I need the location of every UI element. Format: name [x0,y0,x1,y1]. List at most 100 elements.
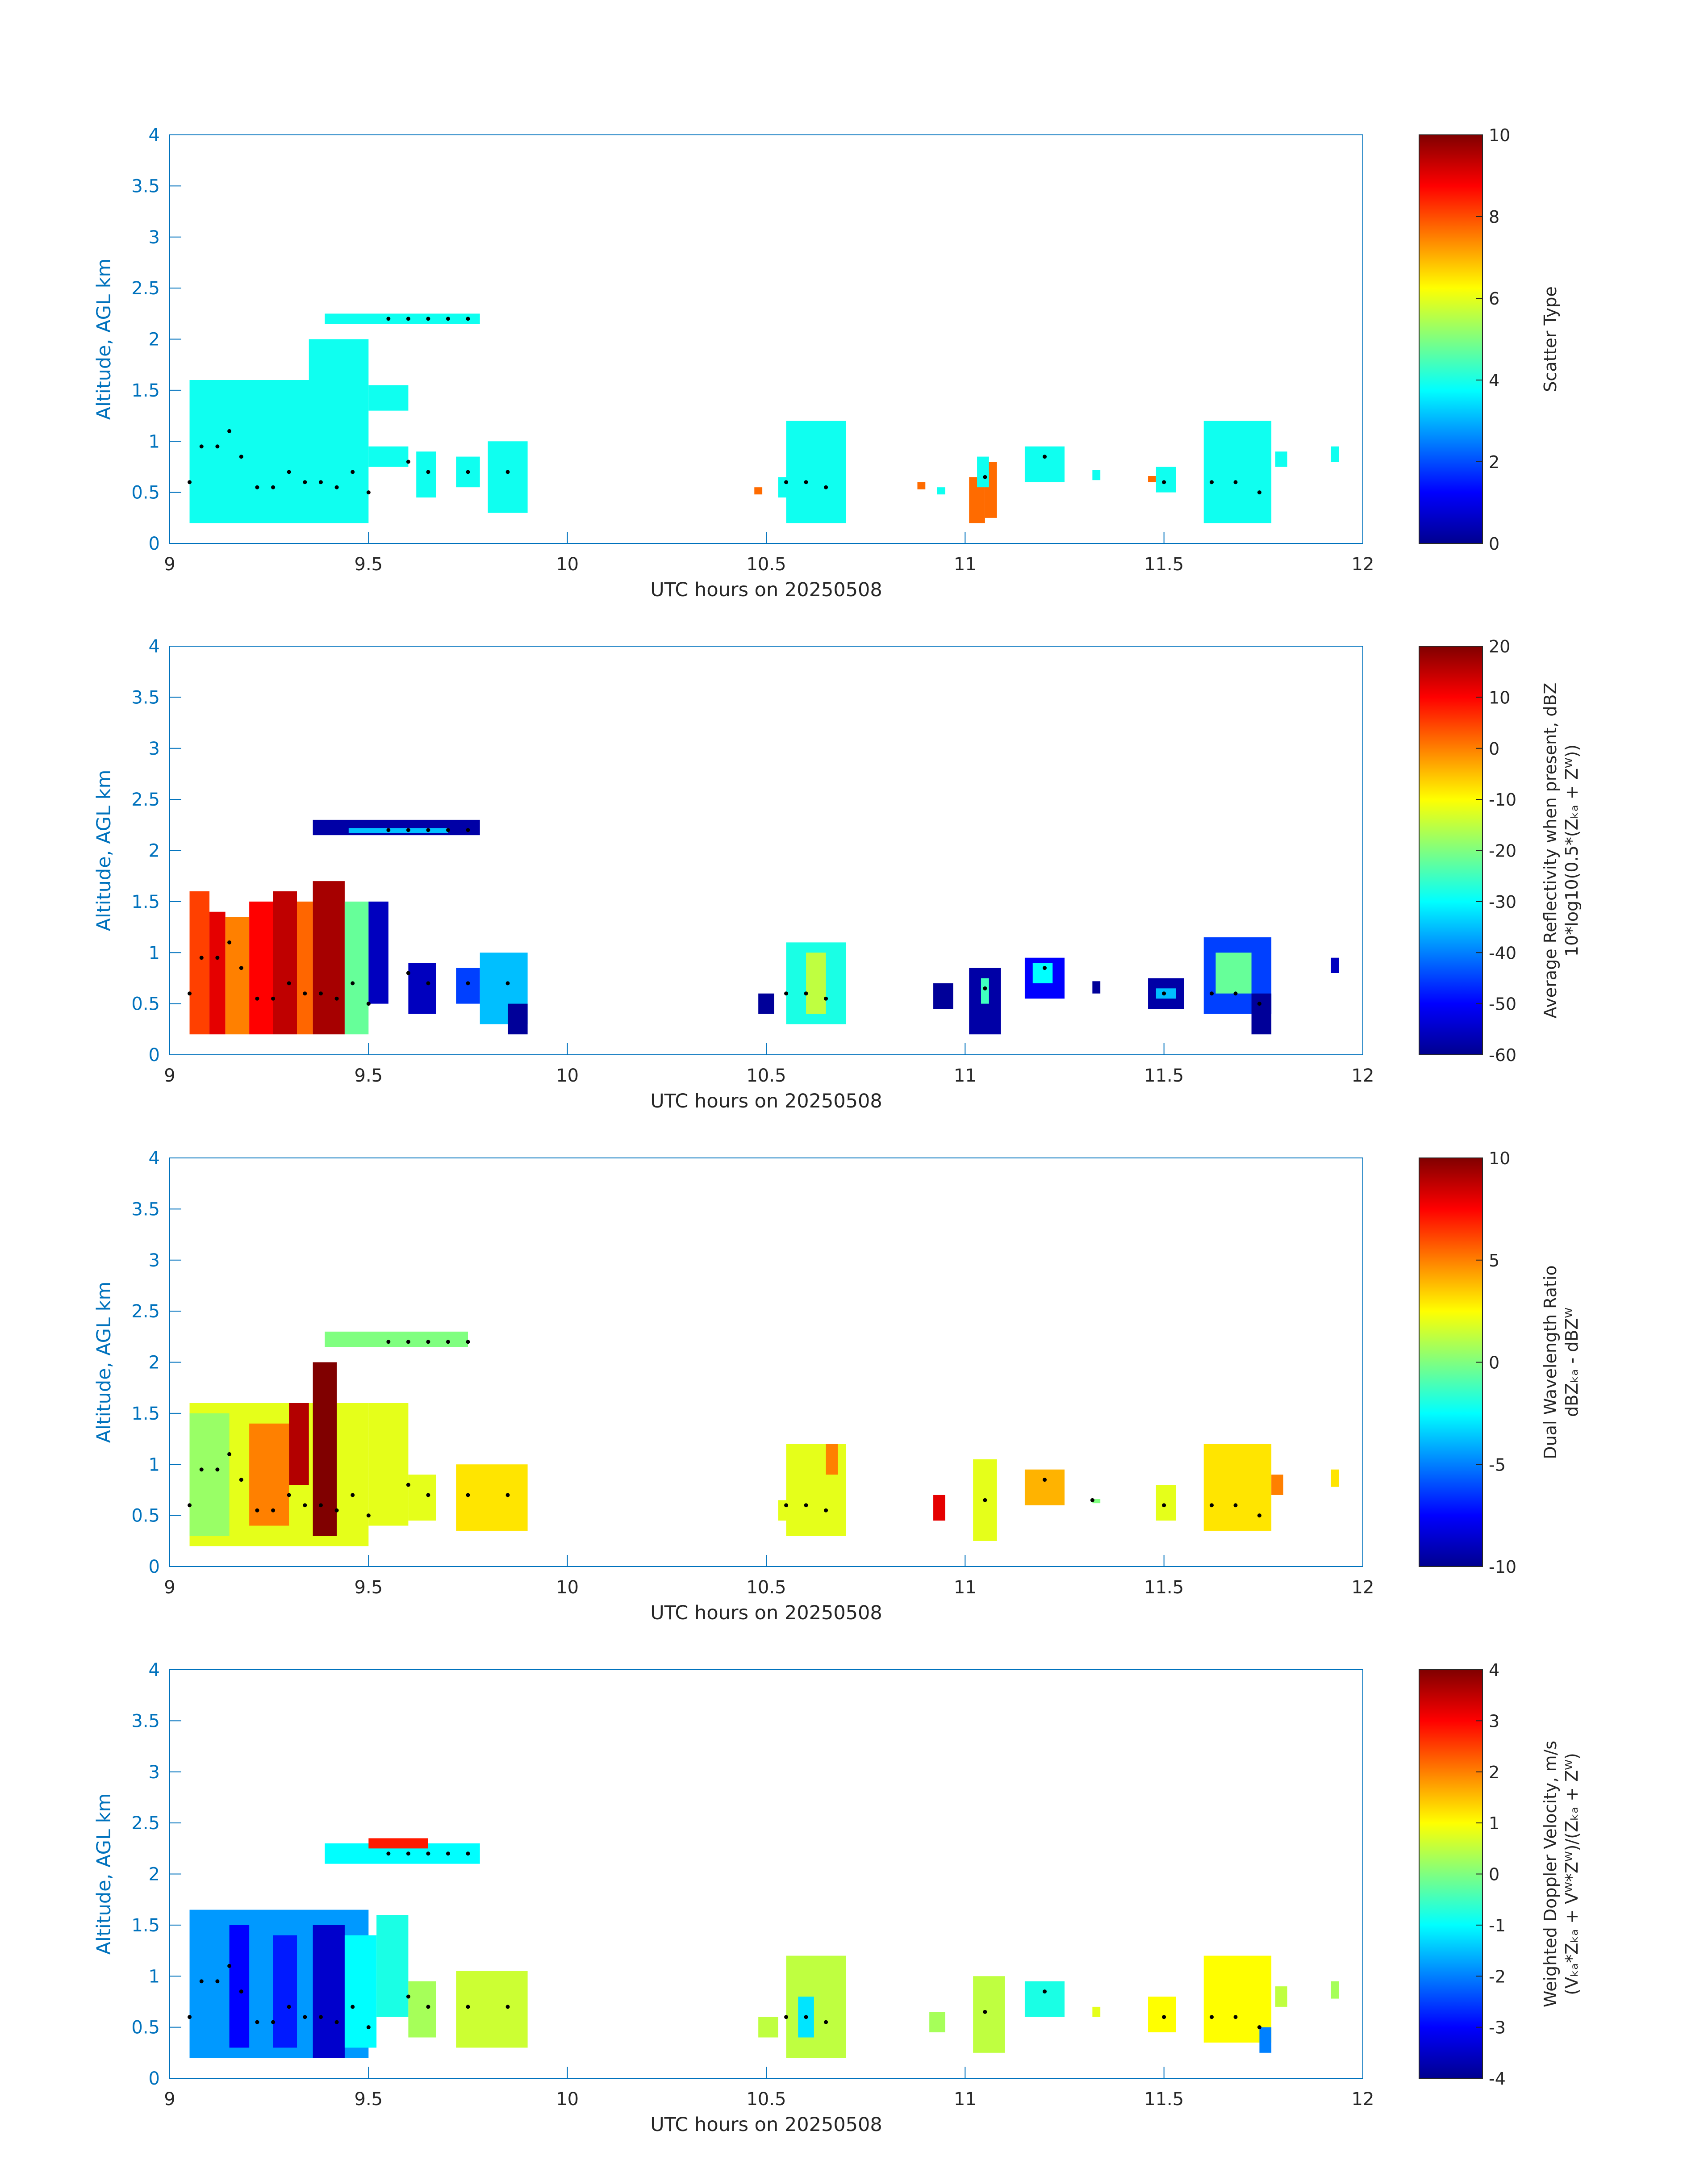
data-point [426,2005,430,2009]
colorbar-label: Scatter Type [1541,286,1560,392]
y-tick-label: 3.5 [131,1711,160,1731]
x-tick-label: 11.5 [1144,1577,1184,1598]
heatmap-cell [209,911,226,1035]
data-point [287,981,291,986]
x-ticks: 9 9.5 10 10.5 11 11.5 12 [164,2067,1374,2110]
data-point [824,1508,828,1513]
colorbar-tick-label: -4 [1489,2069,1506,2089]
data-point [334,485,339,489]
data-point [1233,480,1238,485]
heatmap-cell [786,421,846,523]
data-point [1257,1513,1261,1518]
data-point [199,956,204,960]
colorbar-tick-label: 0 [1489,1865,1499,1885]
colorbar-tick-label: 2 [1489,1763,1499,1782]
x-tick-label: 11.5 [1144,554,1184,575]
heatmap-cell [1156,467,1176,493]
heatmap-cell [376,1915,409,2017]
y-tick-label: 4 [149,125,160,146]
heatmap-cell [289,1403,309,1485]
data-point [255,1508,259,1513]
heatmap-cell [456,1464,528,1531]
y-tick-label: 4 [149,1660,160,1680]
data-point [366,490,371,495]
y-tick-label: 2 [149,1864,160,1885]
data-point [466,1340,470,1344]
heatmap-cell [273,891,297,1035]
data-point [366,1513,371,1518]
heatmap-cell [754,487,763,495]
data-point [351,2005,355,2009]
y-tick-label: 2.5 [131,1301,160,1322]
data-point [505,470,510,474]
data-point [271,1508,276,1513]
x-tick-label: 12 [1352,1066,1374,1086]
x-ticks: 9 9.5 10 10.5 11 11.5 12 [164,532,1374,575]
data-point [466,828,470,832]
heatmap-cell [1331,1981,1339,1999]
colorbar-tick-label: 10 [1489,125,1510,145]
colorbar-tick-label: -60 [1489,1045,1516,1065]
data-point [366,2025,371,2030]
heatmap-cell [929,2012,945,2033]
data-point [227,429,232,433]
heatmap-cell [325,313,480,324]
data-point [271,996,276,1001]
x-axis-label: UTC hours on 20250508 [650,1090,882,1112]
y-tick-label: 1.5 [131,1915,160,1936]
x-tick-label: 11.5 [1144,1066,1184,1086]
colorbar-tick-label: -30 [1489,892,1516,912]
data-point [466,2005,470,2009]
x-tick-label: 10.5 [746,1066,786,1086]
x-tick-label: 10 [556,1066,579,1086]
y-tick-label: 0 [149,534,160,554]
heatmap-cell [325,1331,468,1347]
heatmap-cell [1092,981,1101,994]
data-point [239,1478,243,1482]
y-tick-label: 0.5 [131,483,160,503]
y-axis-label: Altitude, AGL km [93,259,115,420]
y-tick-label: 3 [149,1762,160,1783]
data-point [804,1503,808,1508]
data-point [505,2005,510,2009]
x-tick-label: 9.5 [355,1577,383,1598]
data-point [804,480,808,485]
cloud-base-dots [188,317,1261,495]
x-tick-label: 10 [556,2089,579,2110]
x-tick-label: 10.5 [746,1577,786,1598]
heatmap-cell [1203,421,1272,523]
heatmap-cell [368,1403,409,1526]
y-tick-label: 1.5 [131,1404,160,1424]
x-tick-label: 9 [164,2089,175,2110]
y-tick-label: 4 [149,636,160,657]
data-point [318,480,323,485]
x-tick-label: 12 [1352,1577,1374,1598]
heatmap-cell [273,1935,297,2048]
heatmap-cell [1331,446,1339,462]
heatmap-cell [1024,446,1065,482]
y-tick-label: 2 [149,330,160,350]
data-point [318,991,323,996]
heatmap-cell [1275,1986,1287,2007]
x-tick-label: 9 [164,1066,175,1086]
heatmap-cell [249,901,273,1035]
heatmap-cell [456,968,480,1004]
x-tick-label: 9 [164,554,175,575]
heatmap-cell [933,983,953,1009]
data-point [505,981,510,986]
data-point [406,828,410,832]
colorbar-tick-label: -10 [1489,1557,1516,1577]
heatmap-cell [778,477,786,498]
colorbar-tick-label: -5 [1489,1455,1506,1475]
heatmap-cell [229,1925,250,2048]
data-point [406,1851,410,1856]
data-point [466,1493,470,1497]
heatmap-cell [1271,1475,1283,1495]
data-point [386,317,391,321]
heatmap-cell [189,891,210,1035]
data-point [215,956,220,960]
heatmap-cell [313,881,345,1035]
data-point [386,1851,391,1856]
data-point [188,480,192,485]
